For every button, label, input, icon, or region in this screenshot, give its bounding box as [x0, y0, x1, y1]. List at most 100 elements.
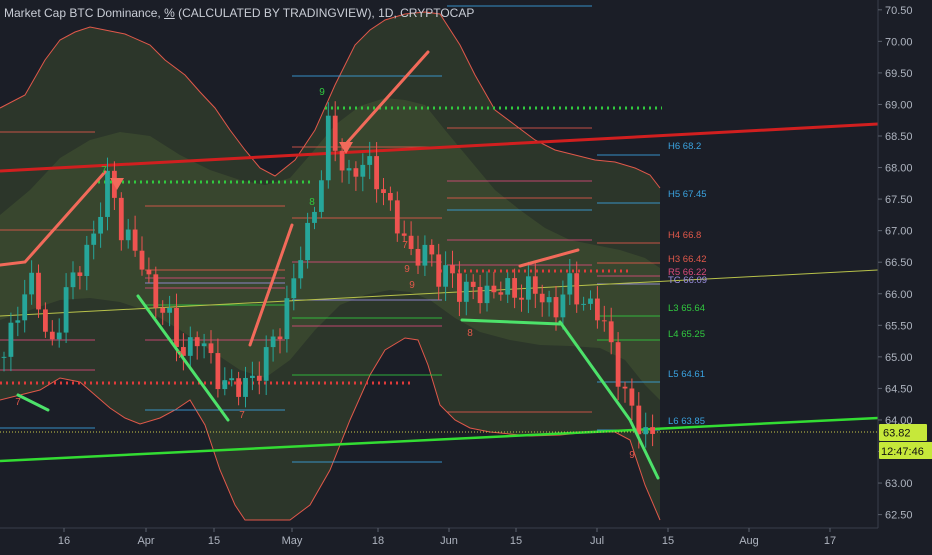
- candle-body: [608, 321, 614, 343]
- candle-body: [263, 347, 269, 381]
- candle-body: [312, 211, 317, 223]
- sequential-count-label: 7: [239, 410, 245, 421]
- candle-body: [588, 298, 593, 304]
- candle-body: [339, 150, 345, 171]
- candle-body: [346, 168, 352, 171]
- time-axis: 16 Apr 15 May 18 Jun 15 Jul 15 Aug 17: [0, 527, 878, 550]
- candle-body: [181, 347, 186, 356]
- sell-arrow-1: [110, 178, 124, 190]
- candle-body: [70, 272, 76, 288]
- x-tick-label: Jul: [590, 535, 604, 547]
- pattern-line-7: [558, 320, 660, 480]
- candle-body: [63, 287, 69, 333]
- candle-body: [91, 233, 97, 245]
- candle-body: [270, 336, 276, 348]
- candle-body: [567, 273, 573, 295]
- candle-body: [243, 377, 248, 397]
- candle-body: [436, 254, 442, 287]
- sequential-count-label: 7: [101, 165, 107, 176]
- price-axis-bg: [878, 0, 932, 550]
- candle-body: [98, 216, 103, 234]
- candle-body: [222, 380, 228, 390]
- candle-body: [332, 115, 338, 151]
- sequential-count-label: 9: [409, 280, 415, 291]
- candle-body: [49, 331, 55, 340]
- y-tick-label: 65.50: [885, 320, 913, 332]
- candle-body: [595, 298, 600, 321]
- y-tick-label: 69.50: [885, 68, 913, 80]
- candle-body: [367, 156, 373, 165]
- candle-body: [174, 307, 179, 348]
- title-unit: %: [164, 6, 175, 20]
- candle-body: [118, 197, 124, 241]
- candle-body: [77, 272, 83, 276]
- y-tick-label: 66.00: [885, 289, 913, 301]
- candle-body: [463, 281, 469, 302]
- candle-body: [8, 322, 14, 357]
- sequential-count-label: 9: [319, 87, 325, 98]
- candle-body: [305, 222, 310, 261]
- candle-body: [629, 388, 635, 406]
- candle-body: [401, 233, 407, 236]
- candle-body: [643, 427, 649, 435]
- pattern-line-0: [0, 170, 107, 267]
- x-tick-label: May: [282, 535, 303, 547]
- candle-body: [636, 405, 642, 435]
- candle-body: [319, 180, 324, 212]
- last-price-label: 63.82: [883, 428, 911, 440]
- candle-body: [15, 320, 21, 323]
- y-tick-label: 62.50: [885, 510, 913, 522]
- x-tick-label: Jun: [440, 535, 458, 547]
- candle-body: [56, 332, 62, 340]
- candles: [1, 101, 655, 449]
- candle-body: [539, 293, 545, 303]
- sequential-count-label: 7: [177, 350, 183, 361]
- candle-body: [408, 235, 414, 249]
- candle-body: [581, 303, 586, 305]
- sell-arrow-2: [339, 142, 353, 154]
- candle-body: [29, 272, 34, 295]
- candle-body: [505, 278, 511, 295]
- candle-body: [125, 229, 131, 241]
- candle-body: [477, 286, 483, 304]
- y-tick-label: 66.50: [885, 257, 913, 269]
- candle-body: [1, 356, 7, 358]
- candle-body: [167, 307, 172, 313]
- candle-body: [484, 285, 490, 304]
- candle-body: [250, 375, 255, 378]
- candle-body: [353, 168, 359, 177]
- x-tick-label: Aug: [739, 535, 759, 547]
- sequential-count-label: 7: [402, 240, 408, 251]
- candle-body: [519, 297, 524, 300]
- level-label: H4 66.8: [668, 230, 701, 241]
- candle-body: [622, 386, 628, 389]
- candle-body: [215, 353, 221, 390]
- level-label: H6 68.2: [668, 141, 701, 152]
- candle-body: [208, 343, 214, 354]
- candle-body: [360, 164, 366, 177]
- candle-body: [146, 269, 152, 275]
- y-tick-label: 67.50: [885, 194, 913, 206]
- candle-body: [236, 378, 241, 397]
- candle-body: [139, 250, 145, 270]
- title-name: Market Cap BTC Dominance,: [4, 6, 165, 20]
- sequential-count-label: 9: [404, 264, 410, 275]
- level-label: L4 65.25: [668, 329, 705, 340]
- envelope-fill: [0, 12, 660, 520]
- envelope-inner-fill: [0, 98, 660, 400]
- pattern-line-2: [136, 294, 230, 422]
- candle-body: [201, 343, 207, 347]
- y-tick-label: 68.50: [885, 131, 913, 143]
- countdown-label: 12:47:46: [881, 446, 924, 458]
- candle-body: [256, 375, 262, 381]
- candle-body: [650, 427, 655, 434]
- candle-body: [153, 274, 159, 308]
- price-axis: 70.50 70.00 69.50 69.00 68.50 68.00 67.50 67.00…: [877, 0, 932, 550]
- candle-body: [560, 294, 566, 318]
- candle-body: [422, 244, 428, 266]
- x-tick-label: Apr: [137, 535, 154, 547]
- sequential-count-label: 7: [15, 397, 21, 408]
- sequential-count-label: 8: [309, 197, 315, 208]
